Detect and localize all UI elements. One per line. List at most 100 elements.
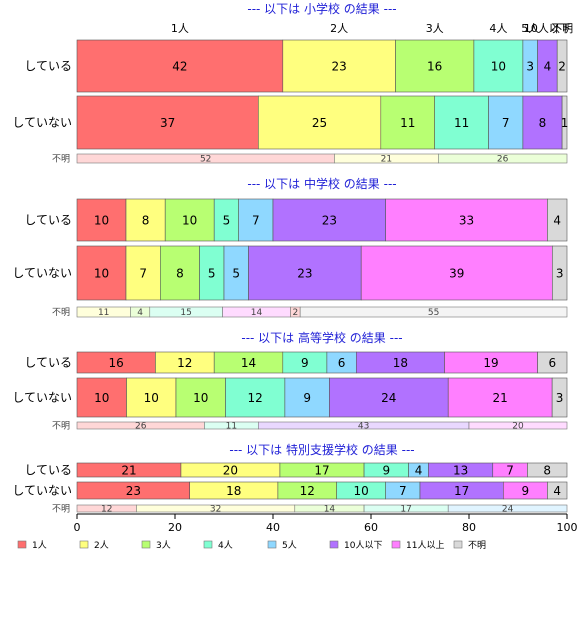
data-label: 4 bbox=[553, 214, 561, 228]
data-label: 4 bbox=[137, 308, 143, 318]
data-label: 14 bbox=[241, 356, 256, 370]
data-label: 6 bbox=[548, 356, 556, 370]
bar-segment bbox=[126, 377, 177, 418]
bar-segment bbox=[438, 153, 568, 164]
data-label: 9 bbox=[522, 484, 530, 498]
data-label: 3 bbox=[526, 60, 534, 74]
bar-segment bbox=[468, 421, 568, 430]
bar-segment bbox=[160, 245, 200, 301]
row-label: している bbox=[24, 59, 72, 73]
bar-segment bbox=[76, 245, 127, 301]
data-label: 5 bbox=[223, 214, 231, 228]
row-label: 不明 bbox=[52, 307, 70, 318]
data-label: 15 bbox=[180, 308, 191, 318]
bar-segment bbox=[299, 306, 568, 318]
data-label: 17 bbox=[400, 505, 411, 515]
row-label: していない bbox=[12, 116, 72, 130]
data-label: 6 bbox=[338, 356, 346, 370]
data-label: 11 bbox=[400, 116, 415, 130]
data-label: 4 bbox=[553, 484, 561, 498]
data-label: 43 bbox=[358, 422, 369, 432]
legend-label: 11人以上 bbox=[406, 540, 444, 551]
x-tick-label: 80 bbox=[462, 521, 476, 534]
data-label: 3 bbox=[556, 267, 564, 281]
data-label: 25 bbox=[312, 116, 327, 130]
section-title: --- 以下は 小学校 の結果 --- bbox=[247, 1, 396, 16]
data-label: 8 bbox=[539, 116, 547, 130]
bar-segment bbox=[551, 245, 568, 301]
x-tick-label: 60 bbox=[364, 521, 378, 534]
data-label: 16 bbox=[109, 356, 124, 370]
legend-swatch bbox=[329, 540, 339, 549]
data-label: 10 bbox=[354, 484, 369, 498]
data-label: 10 bbox=[182, 214, 197, 228]
bar-segment bbox=[385, 198, 548, 242]
data-label: 4 bbox=[415, 464, 423, 478]
bar-segment bbox=[547, 481, 568, 500]
top-category-label: 2人 bbox=[330, 22, 348, 35]
data-label: 26 bbox=[497, 155, 509, 165]
bar-segment bbox=[561, 95, 568, 150]
row-label: していない bbox=[12, 484, 72, 498]
bar-segment bbox=[125, 245, 161, 301]
data-label: 2 bbox=[292, 308, 298, 318]
row-label: している bbox=[24, 463, 72, 477]
data-label: 13 bbox=[453, 464, 468, 478]
x-tick-label: 0 bbox=[74, 521, 81, 534]
bar-segment bbox=[447, 377, 553, 418]
data-label: 21 bbox=[381, 155, 392, 165]
row-label: 不明 bbox=[52, 504, 70, 515]
data-label: 23 bbox=[126, 484, 141, 498]
data-label: 33 bbox=[459, 214, 474, 228]
row-label: していない bbox=[12, 391, 72, 405]
legend-label: 1人 bbox=[32, 540, 47, 551]
data-label: 8 bbox=[543, 464, 551, 478]
legend-label: 3人 bbox=[156, 540, 171, 551]
bar-segment bbox=[125, 198, 166, 242]
data-label: 11 bbox=[226, 422, 237, 432]
data-label: 18 bbox=[393, 356, 408, 370]
bar-segment bbox=[547, 198, 568, 242]
data-label: 16 bbox=[427, 60, 442, 74]
data-label: 12 bbox=[177, 356, 192, 370]
bar-segment bbox=[282, 39, 396, 93]
data-label: 10 bbox=[94, 214, 109, 228]
bar-segment bbox=[434, 95, 489, 150]
data-label: 8 bbox=[176, 267, 184, 281]
data-label: 4 bbox=[544, 60, 552, 74]
row-label: している bbox=[24, 213, 72, 227]
data-label: 10 bbox=[144, 391, 159, 405]
data-label: 10 bbox=[193, 391, 208, 405]
data-label: 11 bbox=[98, 308, 109, 318]
bar-segment bbox=[522, 95, 563, 150]
data-label: 55 bbox=[428, 308, 439, 318]
data-label: 7 bbox=[252, 214, 260, 228]
data-label: 10 bbox=[94, 267, 109, 281]
data-label: 21 bbox=[121, 464, 136, 478]
data-label: 8 bbox=[142, 214, 150, 228]
data-label: 18 bbox=[226, 484, 241, 498]
data-label: 17 bbox=[454, 484, 469, 498]
bar-segment bbox=[473, 39, 524, 93]
legend-label: 不明 bbox=[468, 540, 486, 551]
section-title: --- 以下は 特別支援学校 の結果 --- bbox=[229, 442, 414, 457]
top-category-label: 不明 bbox=[551, 22, 573, 35]
bar-segment bbox=[395, 39, 475, 93]
legend-label: 10人以下 bbox=[344, 540, 382, 551]
data-label: 17 bbox=[314, 464, 329, 478]
data-label: 12 bbox=[101, 505, 112, 515]
row-label: している bbox=[24, 356, 72, 370]
data-label: 39 bbox=[449, 267, 464, 281]
legend-swatch bbox=[141, 540, 151, 549]
top-category-label: 4人 bbox=[489, 22, 507, 35]
data-label: 24 bbox=[381, 391, 396, 405]
bar-segment bbox=[164, 198, 215, 242]
legend-swatch bbox=[17, 540, 27, 549]
data-label: 7 bbox=[506, 464, 514, 478]
bar-segment bbox=[238, 198, 274, 242]
data-label: 14 bbox=[324, 505, 336, 515]
data-label: 20 bbox=[512, 422, 524, 432]
row-label: 不明 bbox=[52, 154, 70, 165]
section-title: --- 以下は 高等学校 の結果 --- bbox=[241, 330, 402, 345]
data-label: 11 bbox=[454, 116, 469, 130]
